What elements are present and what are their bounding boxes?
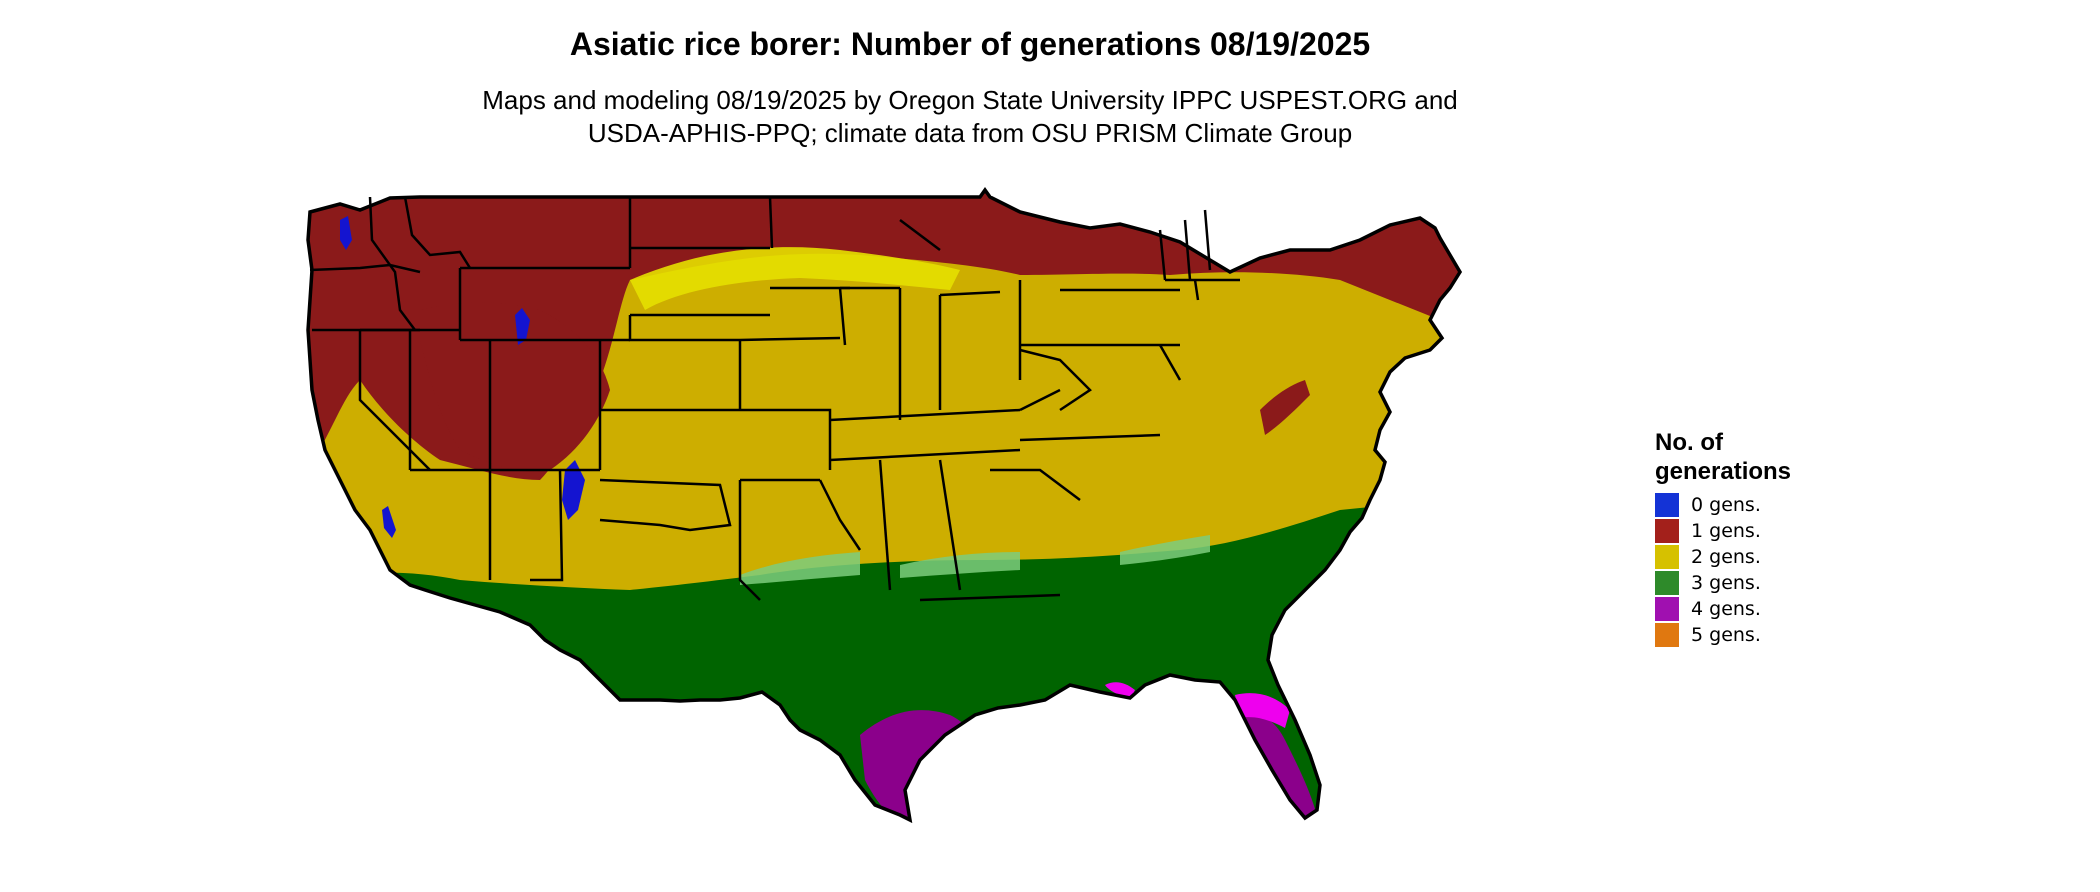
border-mi-in [939,290,1001,297]
legend-title-line-2: generations [1655,458,1792,485]
border-nv-ca [358,330,431,471]
legend-item-5-gens: 5 gens. [1655,622,1855,648]
legend-item-3-gens: 3 gens. [1655,570,1855,596]
border-tn-south [829,448,1021,462]
map-legend: No. of generations 0 gens. 1 gens. 2 gen… [1655,428,1855,648]
legend-item-4-gens: 4 gens. [1655,596,1855,622]
legend-items: 0 gens. 1 gens. 2 gens. 3 gens. 4 gens. … [1655,492,1855,648]
zone-4-gens-arizona [438,624,552,682]
subtitle-line-1: Maps and modeling 08/19/2025 by Oregon S… [482,85,1458,115]
border-al-ga [938,459,962,591]
generation-zones [308,190,1460,836]
border-va-nc [1019,433,1161,442]
legend-label: 2 gens. [1691,546,1761,568]
zone-0-gens-colorado [562,460,585,520]
zone-0-gens-sierra [382,506,396,538]
border-ms-la [818,479,862,551]
zone-2-gens-central [308,253,1440,600]
legend-label: 5 gens. [1691,624,1761,646]
border-nh-me [1203,209,1212,271]
map-svg [306,188,1462,836]
zone-1-gens-appalachia [1260,380,1310,435]
legend-item-1-gens: 1 gens. [1655,518,1855,544]
zone-3-gens-light [740,552,860,585]
border-wa-or [309,263,421,274]
legend-label: 1 gens. [1691,520,1761,542]
legend-item-2-gens: 2 gens. [1655,544,1855,570]
border-nc-sc [990,468,1081,501]
zone-4-gens-la-coast [1105,682,1135,700]
zone-2-gens-light [630,247,960,310]
border-ne-ks [628,315,740,342]
border-nd-mn [768,196,774,249]
legend-title: No. of generations [1655,428,1855,486]
legend-swatch [1655,597,1679,621]
zone-0-gens-cascades [340,216,352,250]
border-id-west [368,196,416,331]
legend-item-0-gens: 0 gens. [1655,492,1855,518]
zone-5-gens-keys [1275,824,1308,836]
border-ia-mo [739,336,841,342]
border-mo-ar [740,408,832,470]
zone-1-gens-rockies [420,302,610,472]
border-ok-tx [599,478,732,532]
legend-swatch [1655,493,1679,517]
us-generation-map [300,180,1630,890]
legend-swatch [1655,571,1679,595]
state-boundaries [309,196,1240,602]
border-mt-id [403,196,472,269]
border-ms-al [878,459,892,591]
border-ny-vt [1158,229,1167,281]
zone-0-gens-wyoming [515,308,530,345]
subtitle-line-2: USDA-APHIS-PPQ; climate data from OSU PR… [587,118,1353,148]
legend-label: 0 gens. [1691,494,1761,516]
border-tn-ky [829,408,1021,422]
legend-title-line-1: No. of [1655,429,1723,456]
legend-label: 3 gens. [1691,572,1761,594]
legend-swatch [1655,545,1679,569]
legend-label: 4 gens. [1691,598,1761,620]
border-la-tx [738,480,761,601]
zone-3-gens-light-2 [900,552,1020,578]
map-subtitle: Maps and modeling 08/19/2025 by Oregon S… [0,84,1940,150]
border-ga-fl [919,593,1061,602]
zone-4-gens-florida-light [1235,693,1290,728]
border-ct-ri [1193,279,1200,301]
border-md-de [1158,344,1182,381]
legend-swatch [1655,519,1679,543]
border-ia-il [838,287,847,346]
border-vt-nh [1183,219,1192,281]
border-wv [1019,348,1092,412]
zone-3-gens-light-3 [1120,535,1210,565]
border-ky-va [1019,388,1061,412]
map-title: Asiatic rice borer: Number of generation… [569,26,1371,62]
border-nm-tx [530,469,564,582]
legend-swatch [1655,623,1679,647]
border-mi-wi [899,219,941,251]
